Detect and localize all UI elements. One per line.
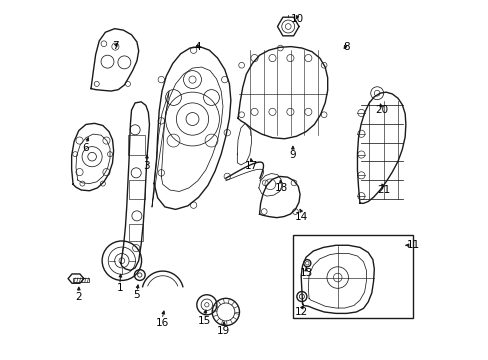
Text: 18: 18 (274, 183, 287, 193)
Text: 7: 7 (112, 41, 119, 50)
Text: 9: 9 (289, 150, 296, 160)
Bar (129, 180, 144, 199)
Text: 10: 10 (290, 14, 304, 24)
Bar (129, 224, 143, 241)
Text: 4: 4 (194, 42, 201, 52)
Text: 11: 11 (407, 240, 420, 250)
Text: 17: 17 (244, 161, 258, 171)
Bar (128, 135, 145, 155)
Text: 13: 13 (299, 268, 312, 278)
Text: 15: 15 (197, 316, 210, 325)
Text: 19: 19 (217, 326, 230, 336)
Bar (292, 235, 412, 318)
Text: 14: 14 (295, 212, 308, 221)
Text: 1: 1 (116, 283, 123, 293)
Text: 8: 8 (343, 42, 349, 52)
Text: 6: 6 (82, 143, 89, 153)
Text: 16: 16 (155, 318, 168, 328)
Text: 12: 12 (294, 307, 307, 317)
Text: 21: 21 (376, 185, 389, 195)
Text: 20: 20 (374, 105, 387, 115)
Text: 5: 5 (133, 291, 140, 301)
Bar (73, 278, 89, 282)
Text: 3: 3 (143, 161, 150, 171)
Text: 2: 2 (75, 292, 82, 302)
